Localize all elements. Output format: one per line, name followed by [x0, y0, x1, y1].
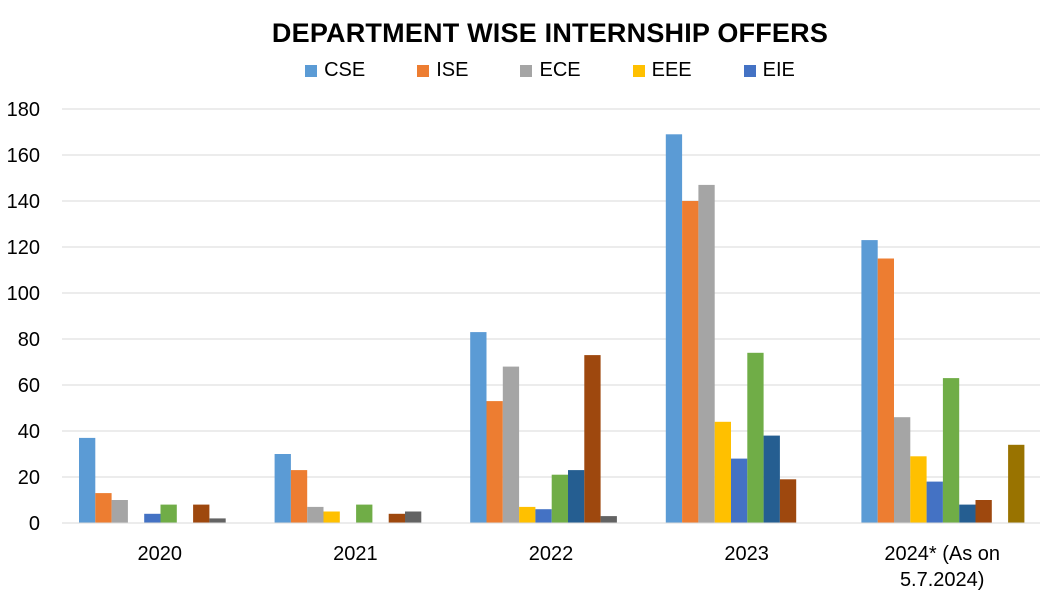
- chart-title: DEPARTMENT WISE INTERNSHIP OFFERS: [271, 18, 829, 48]
- bar: [779, 479, 797, 523]
- bar: [144, 513, 161, 523]
- x-tick-label: 2022: [529, 543, 574, 565]
- y-tick-label: 80: [18, 329, 40, 351]
- y-tick-label: 0: [29, 513, 40, 535]
- legend-item-eee: EEE: [632, 59, 692, 82]
- bar: [568, 470, 585, 523]
- bar: [160, 504, 177, 523]
- bar: [209, 518, 226, 523]
- bar: [1008, 444, 1025, 523]
- legend-label: ECE: [539, 59, 581, 81]
- bar: [274, 454, 291, 523]
- legend-swatch: [520, 64, 533, 77]
- bar: [486, 401, 503, 523]
- legend-label: CSE: [324, 59, 366, 81]
- x-tick-label: 2020: [138, 543, 183, 565]
- y-tick-label: 140: [7, 191, 40, 213]
- bar: [894, 417, 911, 523]
- legend-item-cse: CSE: [305, 59, 365, 82]
- bar: [877, 258, 894, 523]
- bar: [682, 201, 699, 523]
- y-tick-label: 160: [7, 145, 40, 167]
- bar: [79, 437, 96, 523]
- legend-item-eie: EIE: [743, 59, 795, 82]
- bar: [307, 506, 324, 523]
- legend-swatch: [417, 64, 430, 77]
- legend-label: EEE: [651, 59, 692, 81]
- bar: [698, 184, 715, 523]
- bar: [926, 481, 943, 523]
- bar: [763, 435, 780, 523]
- legend-item-ece: ECE: [520, 59, 581, 82]
- bar: [747, 352, 764, 523]
- bar: [323, 511, 340, 523]
- x-tick-label: 2021: [333, 543, 378, 565]
- bar: [519, 506, 536, 523]
- bar: [95, 493, 112, 523]
- bar: [551, 474, 568, 523]
- y-tick-label: 100: [7, 283, 40, 305]
- y-tick-label: 20: [18, 467, 40, 489]
- x-tick-label: 2023: [724, 543, 769, 565]
- bar: [405, 511, 422, 523]
- legend-label: EIE: [762, 59, 795, 81]
- legend-item-ise: ISE: [417, 59, 468, 82]
- legend-swatch: [632, 64, 645, 77]
- bar: [910, 456, 927, 523]
- bar: [942, 378, 960, 523]
- bar: [502, 366, 520, 523]
- bar: [470, 332, 487, 523]
- legend-swatch: [305, 64, 318, 77]
- bar: [193, 504, 210, 523]
- legend: CSE ISE ECE EEE EIE: [0, 59, 1041, 82]
- bar: [111, 500, 128, 523]
- bar: [535, 509, 552, 523]
- x-tick-label: 2024* (As on: [884, 543, 1000, 565]
- bar: [356, 504, 373, 523]
- bar: [861, 240, 878, 523]
- bar: [388, 513, 405, 523]
- bar: [600, 516, 617, 523]
- legend-label: ISE: [436, 59, 469, 81]
- bar: [290, 470, 308, 523]
- bar: [975, 500, 992, 523]
- x-tick-label: 5.7.2024): [900, 569, 985, 591]
- y-tick-label: 60: [18, 375, 40, 397]
- y-tick-label: 120: [7, 237, 40, 259]
- bar: [584, 355, 601, 523]
- legend-swatch: [743, 64, 756, 77]
- y-tick-label: 180: [7, 99, 40, 121]
- bar: [665, 134, 683, 524]
- y-tick-label: 40: [18, 421, 40, 443]
- bar: [959, 504, 976, 523]
- bar: [714, 421, 731, 523]
- bar: [731, 458, 748, 523]
